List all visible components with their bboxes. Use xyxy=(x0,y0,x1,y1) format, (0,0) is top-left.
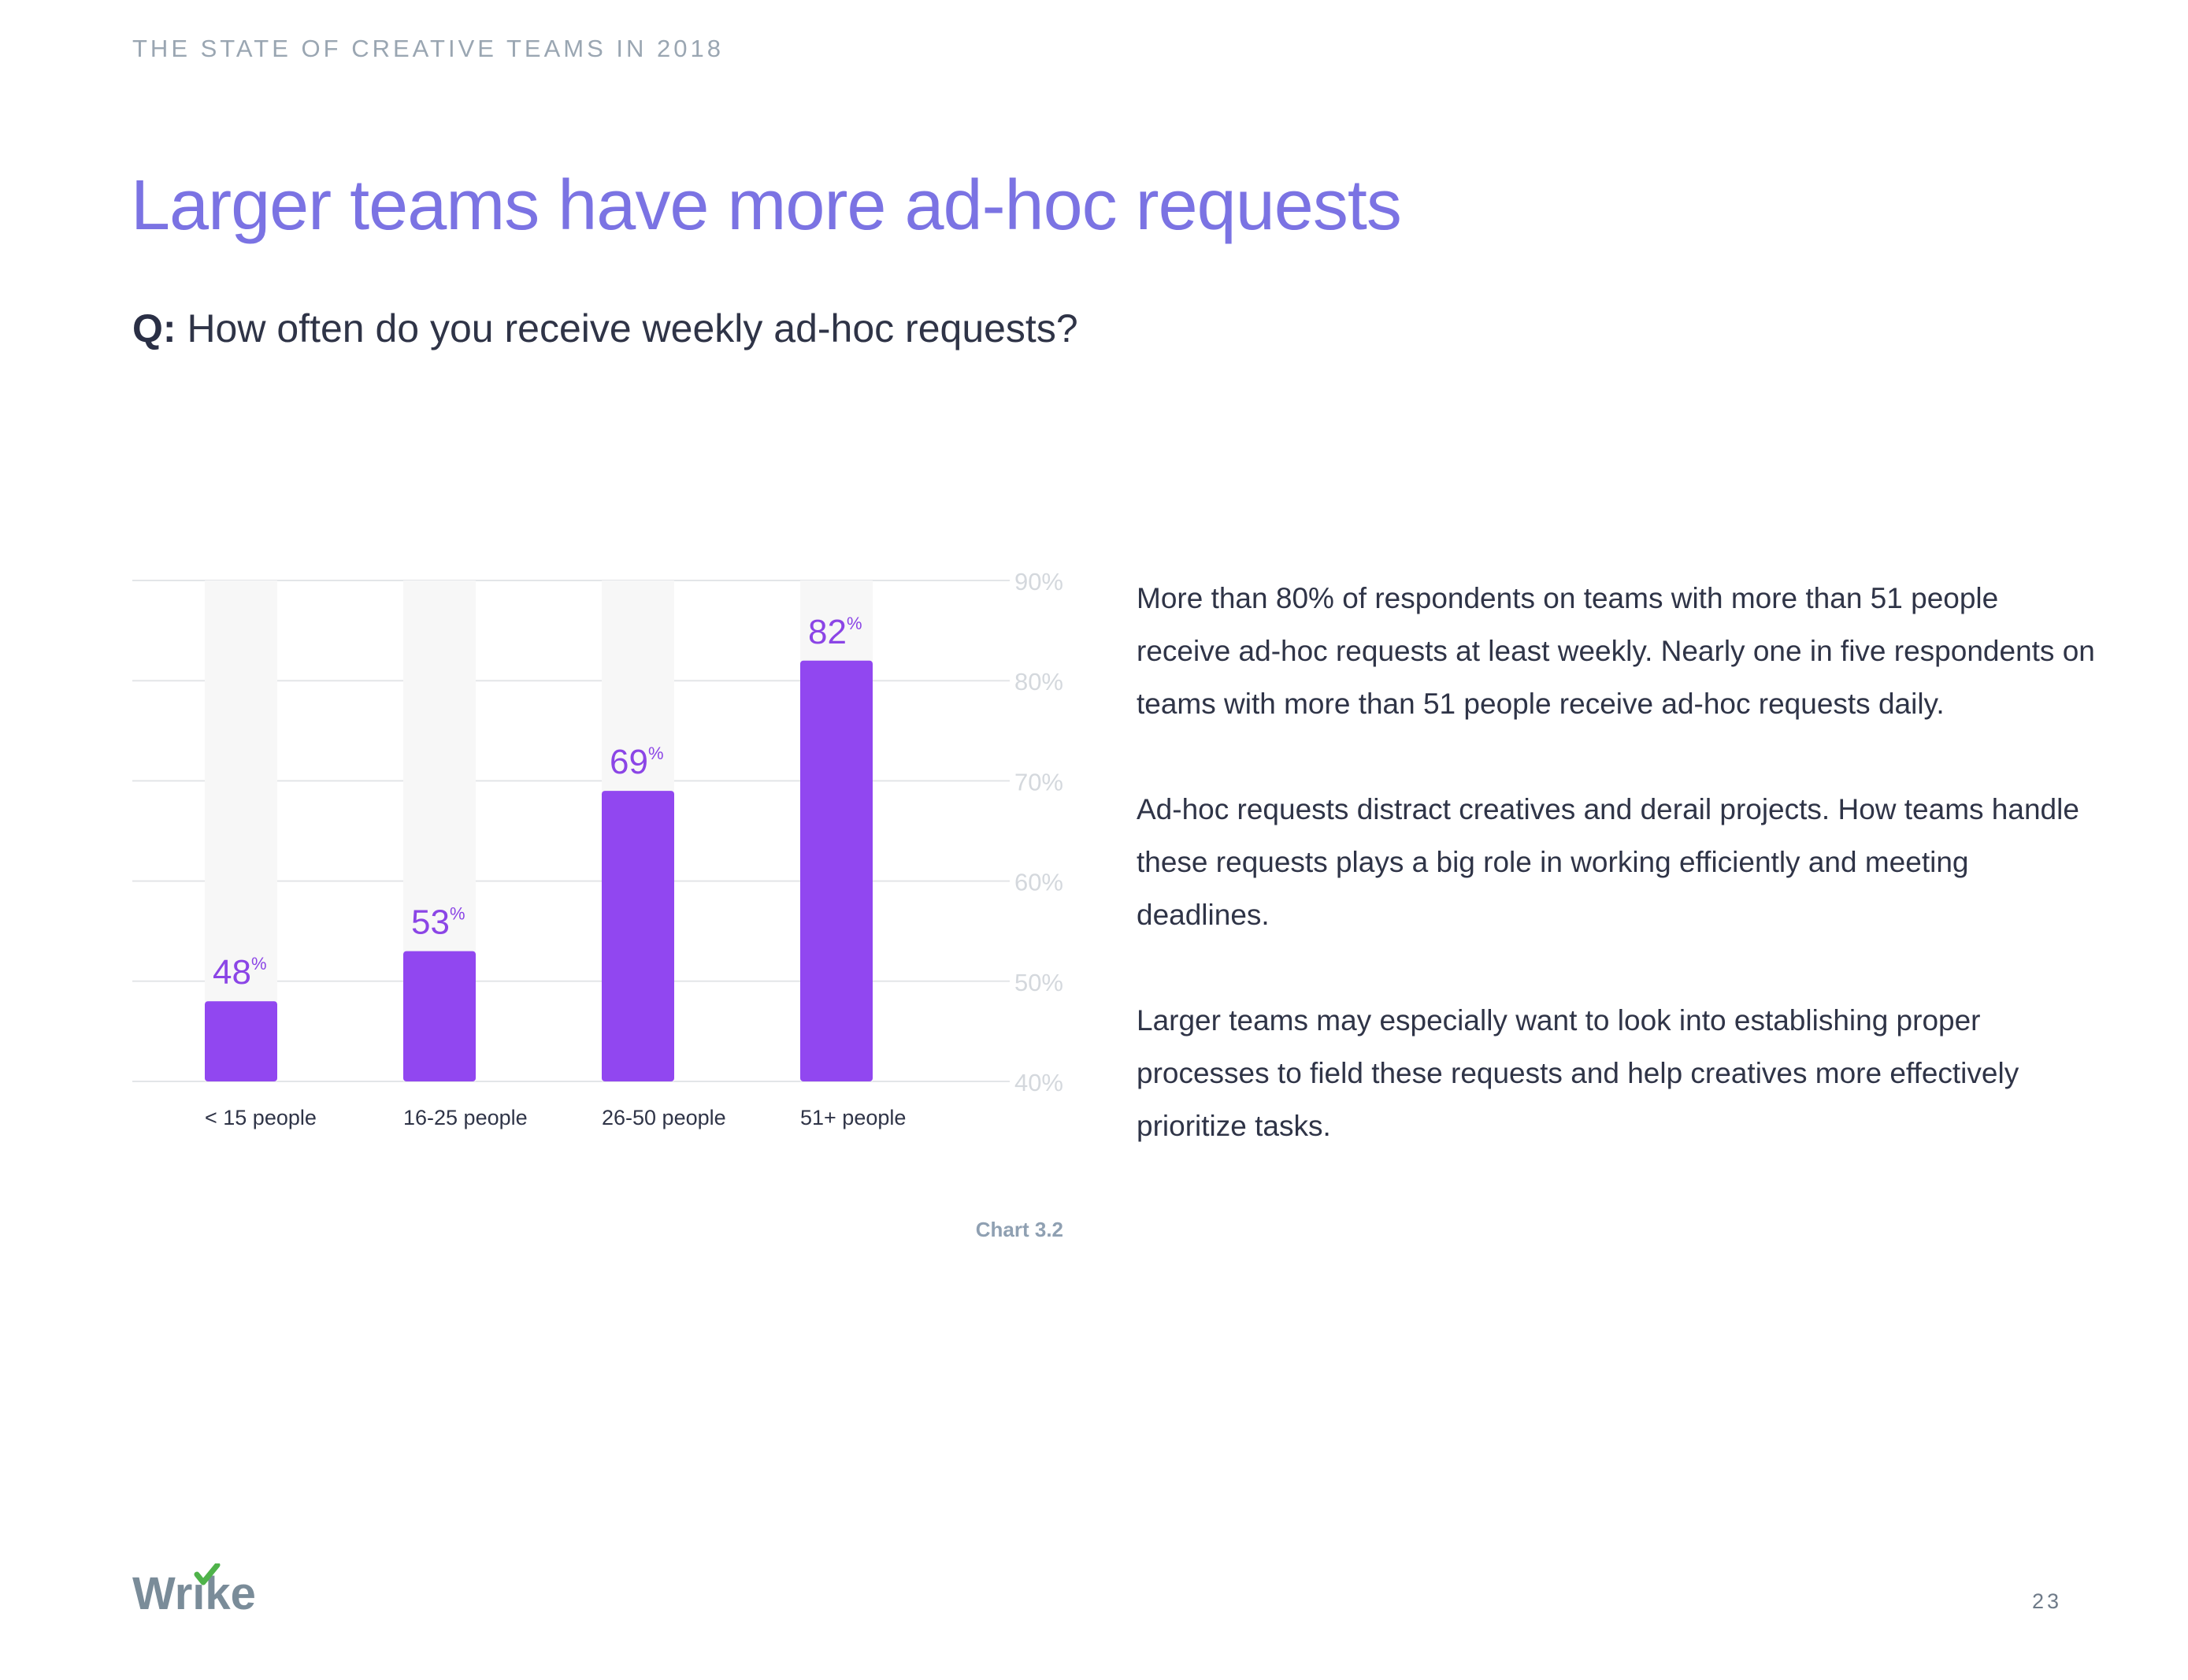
bar-track xyxy=(205,580,277,1081)
chart-svg: 40% 50% 60% 70% 80% 90% 48% < 15 people 53% 16-25… xyxy=(132,568,1063,1129)
x-tick-label: 26-50 people xyxy=(602,1106,726,1129)
survey-question: Q: How often do you receive weekly ad-ho… xyxy=(132,306,1078,351)
commentary-paragraph-1: More than 80% of respondents on teams wi… xyxy=(1137,582,2095,720)
commentary-paragraph-3: Larger teams may especially want to look… xyxy=(1137,1004,2019,1142)
x-tick-label: 16-25 people xyxy=(403,1106,528,1129)
page-title: Larger teams have more ad-hoc requests xyxy=(131,166,1402,245)
y-tick-label: 60% xyxy=(1014,869,1063,896)
commentary-paragraph-2: Ad-hoc requests distract creatives and d… xyxy=(1137,793,2079,931)
question-text: How often do you receive weekly ad-hoc r… xyxy=(187,306,1078,350)
bar xyxy=(602,791,674,1081)
x-tick-label: 51+ people xyxy=(800,1106,906,1129)
logo-check-icon xyxy=(194,1563,221,1585)
bar xyxy=(403,951,476,1081)
y-tick-label: 90% xyxy=(1014,568,1063,595)
y-tick-label: 40% xyxy=(1014,1069,1063,1096)
bar xyxy=(205,1001,277,1081)
bar-value-label: 53% xyxy=(411,903,465,942)
bar-value-label: 69% xyxy=(610,743,664,781)
bar-value-label: 48% xyxy=(213,953,267,992)
commentary: More than 80% of respondents on teams wi… xyxy=(1137,572,2097,1205)
wrike-logo: Wrıke xyxy=(132,1563,256,1619)
bar xyxy=(800,660,873,1081)
logo-wordmark: Wrıke xyxy=(132,1568,256,1619)
question-prefix: Q: xyxy=(132,306,176,350)
x-tick-label: < 15 people xyxy=(205,1106,317,1129)
y-tick-label: 80% xyxy=(1014,668,1063,695)
chart-caption: Chart 3.2 xyxy=(975,1218,1063,1241)
y-tick-label: 70% xyxy=(1014,768,1063,795)
bar-value-label: 82% xyxy=(808,613,862,651)
page-number: 23 xyxy=(2032,1589,2063,1613)
y-tick-label: 50% xyxy=(1014,969,1063,996)
report-kicker: THE STATE OF CREATIVE TEAMS IN 2018 xyxy=(132,35,724,62)
